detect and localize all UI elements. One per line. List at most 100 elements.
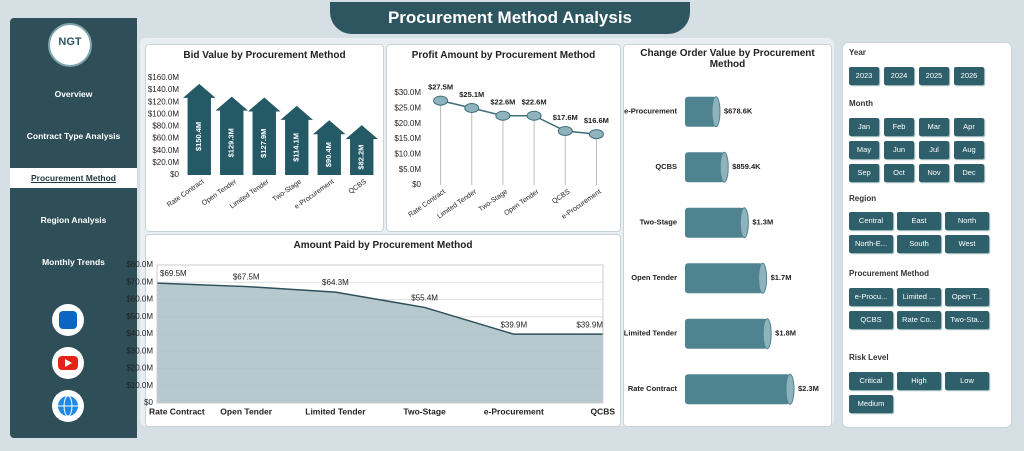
value-label: $1.7M xyxy=(771,273,792,282)
nav-item[interactable]: Region Analysis xyxy=(40,215,107,225)
value-label: $22.6M xyxy=(490,98,515,107)
slicer-button[interactable]: Jan xyxy=(849,118,879,136)
y-tick-label: Limited Tender xyxy=(624,329,677,338)
nav-item[interactable]: Procurement Method xyxy=(10,168,137,188)
logo xyxy=(48,23,92,67)
value-label: $2.3M xyxy=(798,384,819,393)
marker xyxy=(495,110,511,121)
marker xyxy=(588,129,604,140)
y-tick-label: Two-Stage xyxy=(640,218,677,227)
chart-title: Profit Amount by Procurement Method xyxy=(411,50,596,61)
slicer-button[interactable]: e-Procu... xyxy=(849,288,893,306)
slicer-title: Month xyxy=(849,99,873,108)
slicer-title: Region xyxy=(849,194,877,203)
slicer-title: Procurement Method xyxy=(849,269,930,278)
slicer-button[interactable]: Low xyxy=(945,372,989,390)
y-tick-label: e-Procurement xyxy=(624,107,677,116)
y-tick-label: $25.0M xyxy=(394,103,421,112)
marker xyxy=(433,95,449,106)
chart-title: Amount Paid by Procurement Method xyxy=(293,240,473,251)
value-label: $39.9M xyxy=(576,320,603,329)
bar xyxy=(345,125,378,175)
slicer-button[interactable]: Sep xyxy=(849,164,879,182)
bar-cap xyxy=(719,151,729,183)
bar xyxy=(685,374,790,405)
y-tick-label: $20.0M xyxy=(126,364,153,373)
slicer-button[interactable]: Mar xyxy=(919,118,949,136)
y-tick-label: $60.0M xyxy=(152,134,179,143)
y-tick-label: $0 xyxy=(170,170,179,179)
value-label: $129.3M xyxy=(227,128,236,157)
bar xyxy=(685,207,745,238)
bar xyxy=(685,318,768,349)
slicer-button[interactable]: West xyxy=(945,235,989,253)
value-label: $22.6M xyxy=(522,98,547,107)
slicer-button[interactable]: 2026 xyxy=(954,67,984,85)
slicer-button[interactable]: Jun xyxy=(884,141,914,159)
y-tick-label: $120.0M xyxy=(148,97,179,106)
slicer-button[interactable]: May xyxy=(849,141,879,159)
value-label: $114.1M xyxy=(292,133,301,162)
slicer-button[interactable]: 2025 xyxy=(919,67,949,85)
slicer-button[interactable]: Rate Co... xyxy=(897,311,941,329)
bar xyxy=(183,83,216,175)
y-tick-label: $0 xyxy=(144,398,153,407)
chart-panel xyxy=(386,44,621,232)
line xyxy=(156,282,603,335)
slicer-button[interactable]: Medium xyxy=(849,395,893,413)
slicer-button[interactable]: Apr xyxy=(954,118,984,136)
y-tick-label: $80.0M xyxy=(126,260,153,269)
bar xyxy=(685,152,725,183)
slicer-button[interactable]: North-E... xyxy=(849,235,893,253)
value-label: $17.6M xyxy=(553,113,578,122)
value-label: $25.1M xyxy=(459,90,484,99)
slicer-button[interactable]: Oct xyxy=(884,164,914,182)
y-tick-label: $10.0M xyxy=(394,149,421,158)
value-label: $16.6M xyxy=(584,116,609,125)
slicer-button[interactable]: Feb xyxy=(884,118,914,136)
value-label: $859.4K xyxy=(732,162,761,171)
value-label: $150.4M xyxy=(194,122,203,151)
nav-item[interactable]: Monthly Trends xyxy=(42,257,105,267)
y-tick-label: $30.0M xyxy=(126,346,153,355)
value-label: $55.4M xyxy=(411,294,438,303)
slicer-button[interactable]: Central xyxy=(849,212,893,230)
slicer-button[interactable]: Aug xyxy=(954,141,984,159)
value-label: $64.3M xyxy=(322,278,349,287)
slicer-button[interactable]: Jul xyxy=(919,141,949,159)
slicer-title: Risk Level xyxy=(849,353,889,362)
slicer-button[interactable]: South xyxy=(897,235,941,253)
y-tick-label: $160.0M xyxy=(148,73,179,82)
x-tick-label: e-Procurement xyxy=(484,406,544,416)
chart-title: Change Order Value by Procurement Method xyxy=(640,48,815,70)
bar-cap xyxy=(785,373,795,405)
area xyxy=(157,283,603,403)
slicer-button[interactable]: 2023 xyxy=(849,67,879,85)
slicer-button[interactable]: Open T... xyxy=(945,288,989,306)
slicer-button[interactable]: Critical xyxy=(849,372,893,390)
slicer-button[interactable]: 2024 xyxy=(884,67,914,85)
youtube-icon[interactable] xyxy=(52,347,84,379)
slicer-button[interactable]: East xyxy=(897,212,941,230)
slicer-button[interactable]: QCBS xyxy=(849,311,893,329)
slicer-button[interactable]: North xyxy=(945,212,989,230)
x-tick-label: QCBS xyxy=(590,406,615,416)
slicer-button[interactable]: Dec xyxy=(954,164,984,182)
slicer-button[interactable]: High xyxy=(897,372,941,390)
slicer-button[interactable]: Nov xyxy=(919,164,949,182)
nav-item[interactable]: Contract Type Analysis xyxy=(26,131,121,141)
web-icon[interactable] xyxy=(52,390,84,422)
value-label: $27.5M xyxy=(428,83,453,92)
value-label: $1.3M xyxy=(752,218,773,227)
nav-item[interactable]: Overview xyxy=(54,89,93,99)
slicer-button[interactable]: Two-Sta... xyxy=(945,311,989,329)
linkedin-icon[interactable] xyxy=(52,304,84,336)
slicer-button[interactable]: Limited ... xyxy=(897,288,941,306)
icon-glyph xyxy=(65,359,72,367)
logo-text: NGT xyxy=(58,36,82,48)
y-tick-label: Rate Contract xyxy=(628,384,678,393)
bar-cap xyxy=(739,207,749,239)
slicer-title: Year xyxy=(849,48,866,57)
chart-title: Bid Value by Procurement Method xyxy=(183,50,346,61)
